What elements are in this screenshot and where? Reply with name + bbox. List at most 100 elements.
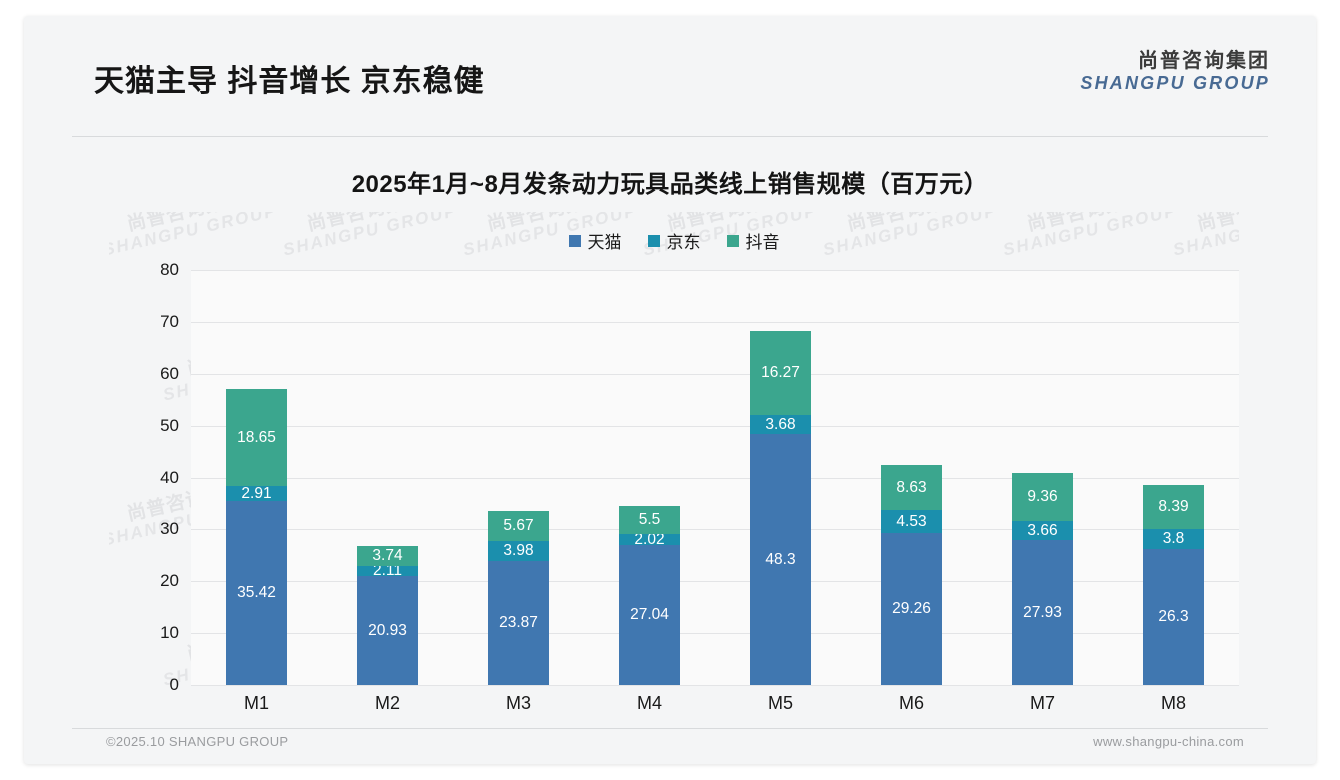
bar-value-label: 2.91: [241, 486, 272, 502]
bar-value-label: 2.02: [634, 534, 665, 545]
legend-swatch-icon: [568, 234, 581, 247]
legend-swatch-icon: [726, 234, 739, 247]
bar-group-M7[interactable]: 27.93 3.66 9.36: [1012, 472, 1073, 685]
y-axis-tick-label: 60: [160, 363, 179, 383]
bar-group-M5[interactable]: 48.3 3.68 16.27: [750, 330, 811, 685]
gridline: [191, 425, 1239, 427]
bar-value-label: 20.93: [368, 621, 407, 639]
bar-value-label: 8.39: [1158, 498, 1189, 516]
bar-segment-京东-M8[interactable]: 3.8: [1143, 528, 1204, 549]
bar-value-label: 9.36: [1027, 488, 1058, 506]
bar-segment-天猫-M2[interactable]: 20.93: [357, 576, 418, 685]
gridline: [191, 270, 1239, 271]
bar-segment-天猫-M6[interactable]: 29.26: [881, 533, 942, 685]
gridline: [191, 373, 1239, 375]
gridline: [191, 529, 1239, 531]
bar-value-label: 3.74: [372, 547, 403, 565]
bar-value-label: 3.66: [1027, 521, 1058, 539]
bar-group-M3[interactable]: 23.87 3.98 5.67: [488, 511, 549, 685]
bar-value-label: 4.53: [896, 512, 927, 530]
legend-label: 抖音: [745, 233, 780, 252]
x-axis-tick-label: M3: [505, 693, 531, 713]
bar-value-label: 27.04: [630, 606, 669, 624]
legend-label: 京东: [666, 233, 701, 252]
y-axis-tick-label: 80: [160, 260, 179, 279]
bar-group-M1[interactable]: 35.42 2.91 18.65: [226, 389, 287, 685]
bar-segment-抖音-M4[interactable]: 5.5: [619, 505, 680, 535]
x-axis-tick-label: M1: [243, 693, 269, 713]
bar-value-label: 8.63: [896, 478, 927, 496]
bar-value-label: 5.5: [638, 511, 661, 529]
bar-group-M4[interactable]: 27.04 2.02 5.5: [619, 505, 680, 685]
bar-segment-天猫-M1[interactable]: 35.42: [226, 501, 287, 685]
bar-value-label: 3.8: [1162, 529, 1185, 547]
legend-item-抖音[interactable]: 抖音: [726, 228, 780, 253]
bar-segment-抖音-M5[interactable]: 16.27: [750, 330, 811, 416]
bar-segment-天猫-M8[interactable]: 26.3: [1143, 548, 1204, 685]
slide-canvas: 天猫主导 抖音增长 京东稳健 尚普咨询集团 SHANGPU GROUP 2025…: [24, 16, 1316, 764]
bar-value-label: 48.3: [765, 550, 796, 568]
legend-item-京东[interactable]: 京东: [647, 228, 701, 253]
gridline: [191, 321, 1239, 323]
gridline: [191, 685, 1239, 686]
header-divider: [72, 136, 1268, 137]
bar-segment-抖音-M1[interactable]: 18.65: [226, 389, 287, 487]
bar-segment-抖音-M7[interactable]: 9.36: [1012, 472, 1073, 522]
page-title: 天猫主导 抖音增长 京东稳健: [94, 65, 485, 98]
x-axis-tick-label: M5: [767, 693, 793, 713]
bar-segment-京东-M5[interactable]: 3.68: [750, 415, 811, 435]
company-logo: 尚普咨询集团 SHANGPU GROUP: [1060, 50, 1270, 94]
bar-value-label: 16.27: [761, 364, 800, 382]
bar-segment-京东-M7[interactable]: 3.66: [1012, 521, 1073, 541]
footer-website: www.shangpu-china.com: [1093, 734, 1244, 749]
bar-value-label: 2.11: [372, 565, 403, 577]
bar-segment-京东-M6[interactable]: 4.53: [881, 509, 942, 534]
bar-value-label: 27.93: [1023, 603, 1062, 621]
y-axis-tick-label: 40: [160, 467, 179, 487]
x-axis-tick-label: M8: [1160, 693, 1186, 713]
y-axis-tick-label: 10: [160, 623, 179, 643]
bar-group-M2[interactable]: 20.93 2.11 3.74: [357, 546, 418, 685]
bar-group-M8[interactable]: 26.3 3.8 8.39: [1143, 485, 1204, 685]
bar-segment-天猫-M7[interactable]: 27.93: [1012, 540, 1073, 685]
bar-segment-京东-M1[interactable]: 2.91: [226, 486, 287, 502]
bar-segment-抖音-M3[interactable]: 5.67: [488, 511, 549, 541]
bar-segment-抖音-M8[interactable]: 8.39: [1143, 485, 1204, 529]
legend-swatch-icon: [647, 234, 660, 247]
x-axis-tick-label: M6: [898, 693, 924, 713]
bar-group-M6[interactable]: 29.26 4.53 8.63: [881, 464, 942, 685]
slide-header: 天猫主导 抖音增长 京东稳健 尚普咨询集团 SHANGPU GROUP: [24, 16, 1316, 120]
bar-segment-天猫-M5[interactable]: 48.3: [750, 434, 811, 685]
y-axis-tick-label: 30: [160, 519, 179, 539]
x-axis-tick-label: M7: [1029, 693, 1055, 713]
bar-segment-天猫-M3[interactable]: 23.87: [488, 561, 549, 685]
bar-series-layer: 35.42 2.91 18.65 20.93 2.11 3.74 23.87 3.98 5.67…: [191, 270, 1239, 685]
logo-english-text: SHANGPU GROUP: [1080, 73, 1270, 93]
bar-segment-京东-M2[interactable]: 2.11: [357, 565, 418, 577]
chart-legend: 天猫 京东 抖音: [109, 228, 1239, 253]
x-axis-tick-label: M4: [636, 693, 662, 713]
y-axis-tick-label: 0: [169, 675, 179, 694]
bar-value-label: 3.98: [503, 542, 534, 560]
bar-segment-抖音-M2[interactable]: 3.74: [357, 546, 418, 566]
bar-value-label: 26.3: [1158, 608, 1189, 626]
footer-copyright: ©2025.10 SHANGPU GROUP: [106, 734, 289, 749]
bar-segment-京东-M4[interactable]: 2.02: [619, 534, 680, 545]
bar-segment-天猫-M4[interactable]: 27.04: [619, 544, 680, 685]
y-axis-tick-label: 70: [160, 311, 179, 331]
y-axis-tick-label: 20: [160, 571, 179, 591]
bar-value-label: 29.26: [892, 600, 931, 618]
legend-label: 天猫: [587, 233, 622, 252]
chart-title: 2025年1月~8月发条动力玩具品类线上销售规模（百万元）: [351, 171, 989, 198]
plot-area: 0 10 20 30 40 50 60 70 80 35.42 2.91 18.65 20.93 2.11…: [160, 260, 1239, 713]
logo-chinese-text: 尚普咨询集团: [1138, 50, 1270, 72]
bar-value-label: 18.65: [237, 429, 276, 447]
x-axis-tick-label: M2: [374, 693, 400, 713]
bar-value-label: 3.68: [765, 416, 796, 434]
bar-segment-京东-M3[interactable]: 3.98: [488, 540, 549, 562]
gridline: [191, 477, 1239, 479]
bar-value-label: 35.42: [237, 584, 276, 602]
bar-segment-抖音-M6[interactable]: 8.63: [881, 464, 942, 510]
legend-item-天猫[interactable]: 天猫: [568, 228, 622, 253]
